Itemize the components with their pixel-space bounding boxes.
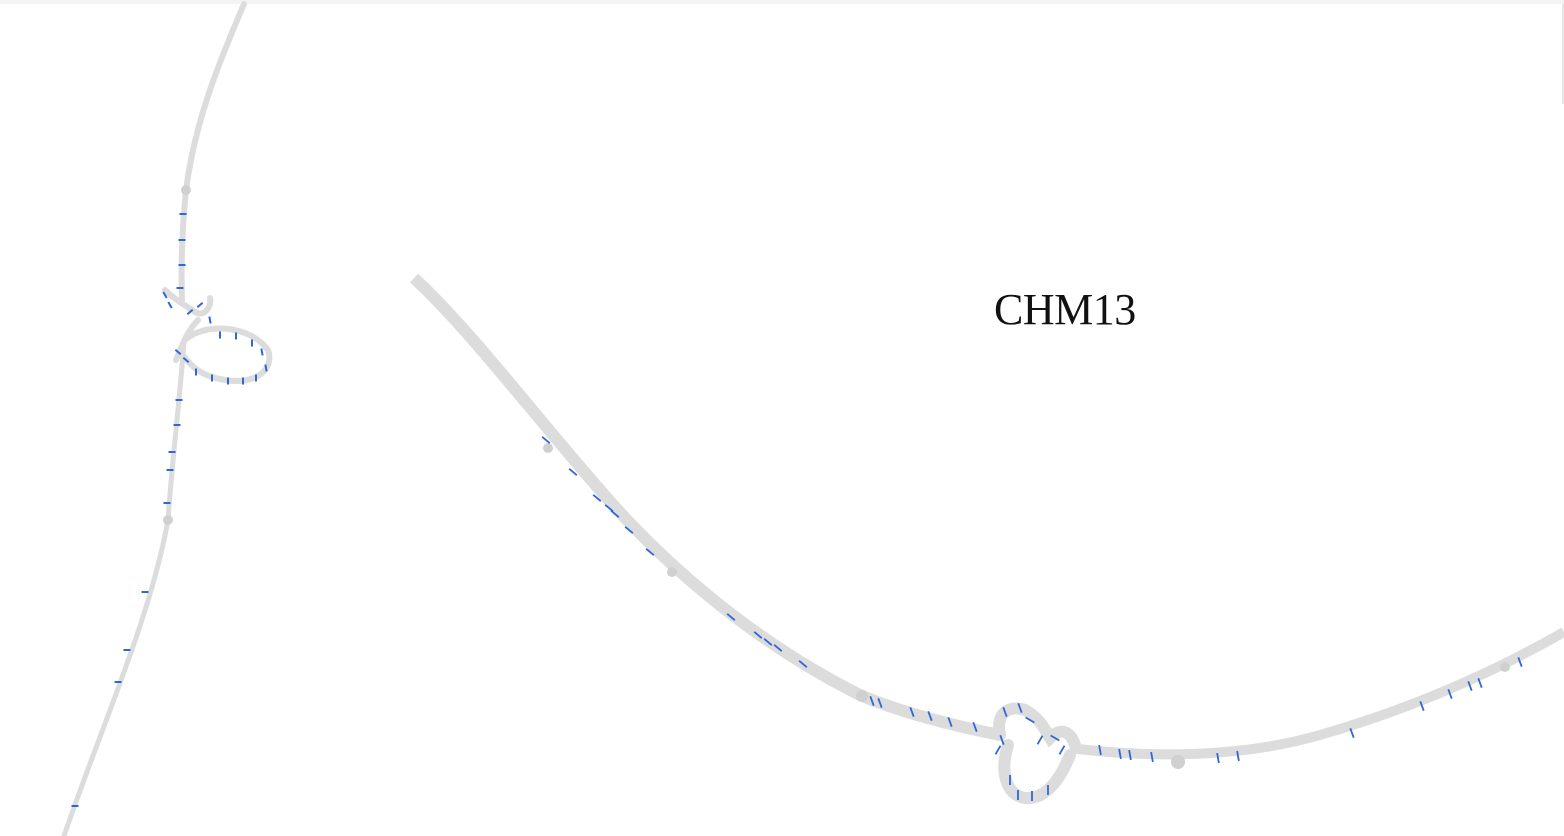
annotation-tick — [1118, 748, 1122, 760]
main-graph-node-d[interactable] — [1171, 755, 1185, 769]
annotation-tick — [1025, 716, 1035, 724]
left-graph-component[interactable] — [61, 1, 273, 836]
annotation-tick — [1002, 706, 1008, 718]
main-graph-component[interactable] — [409, 273, 1564, 805]
annotation-tick — [1349, 727, 1355, 739]
annotation-tick — [869, 695, 875, 707]
annotation-tick — [753, 631, 763, 639]
annotation-tick — [1477, 677, 1483, 689]
annotation-tick — [568, 468, 578, 476]
main-graph-path-right[interactable] — [1069, 627, 1564, 760]
annotation-tick — [927, 710, 933, 722]
annotation-tick — [877, 697, 883, 709]
main-graph-node-c[interactable] — [856, 690, 868, 702]
annotation-tick — [763, 638, 773, 646]
annotation-tick — [162, 291, 168, 299]
annotation-tick — [196, 301, 204, 309]
annotation-tick — [999, 734, 1005, 746]
annotation-tick — [1017, 702, 1023, 714]
left-graph-node-top[interactable] — [181, 185, 191, 195]
annotation-tick — [604, 504, 614, 512]
annotation-tick — [610, 510, 620, 518]
annotation-tick — [167, 301, 173, 309]
annotation-tick — [1036, 735, 1044, 745]
annotation-tick — [260, 348, 264, 356]
annotation-tick — [798, 660, 808, 668]
annotation-tick — [541, 436, 551, 444]
main-graph-node-a[interactable] — [543, 443, 553, 453]
main-graph-node-e[interactable] — [1500, 662, 1510, 672]
main-graph-annotations — [541, 436, 1523, 801]
annotation-tick — [1128, 749, 1132, 761]
left-graph-path-upper[interactable] — [178, 1, 247, 303]
left-graph-path-lower[interactable] — [61, 337, 187, 836]
annotation-tick — [182, 356, 190, 364]
annotation-tick — [624, 526, 634, 534]
annotation-tick — [174, 348, 182, 356]
annotation-tick — [1447, 688, 1453, 700]
annotation-tick — [909, 706, 915, 718]
main-graph-node-b[interactable] — [667, 567, 677, 577]
annotation-tick — [947, 716, 953, 728]
annotation-tick — [264, 364, 268, 372]
annotation-tick — [1050, 734, 1060, 742]
annotation-tick — [726, 613, 736, 621]
annotation-tick — [1216, 752, 1220, 764]
annotation-tick — [208, 316, 212, 324]
annotation-tick — [645, 548, 655, 556]
left-graph-annotations — [71, 213, 268, 807]
main-graph-path-left[interactable] — [409, 273, 1002, 741]
annotation-tick — [1150, 751, 1154, 763]
annotation-tick — [994, 745, 1002, 755]
left-graph-knot[interactable] — [162, 287, 214, 363]
reference-label: CHM13 — [994, 285, 1136, 334]
left-graph-node-bottom[interactable] — [163, 515, 173, 525]
annotation-tick — [592, 494, 602, 502]
annotation-tick — [1236, 750, 1240, 762]
annotation-tick — [972, 721, 978, 733]
annotation-tick — [1098, 744, 1102, 756]
annotation-tick — [1517, 656, 1523, 668]
annotation-tick — [1058, 745, 1066, 755]
top-strip — [0, 0, 1564, 4]
main-graph-bubble-lower[interactable] — [998, 739, 1076, 805]
annotation-tick — [773, 644, 783, 652]
annotation-tick — [1467, 680, 1473, 692]
right-edge-marker — [1562, 4, 1564, 104]
annotation-tick — [186, 308, 194, 316]
annotation-tick — [1419, 700, 1425, 712]
